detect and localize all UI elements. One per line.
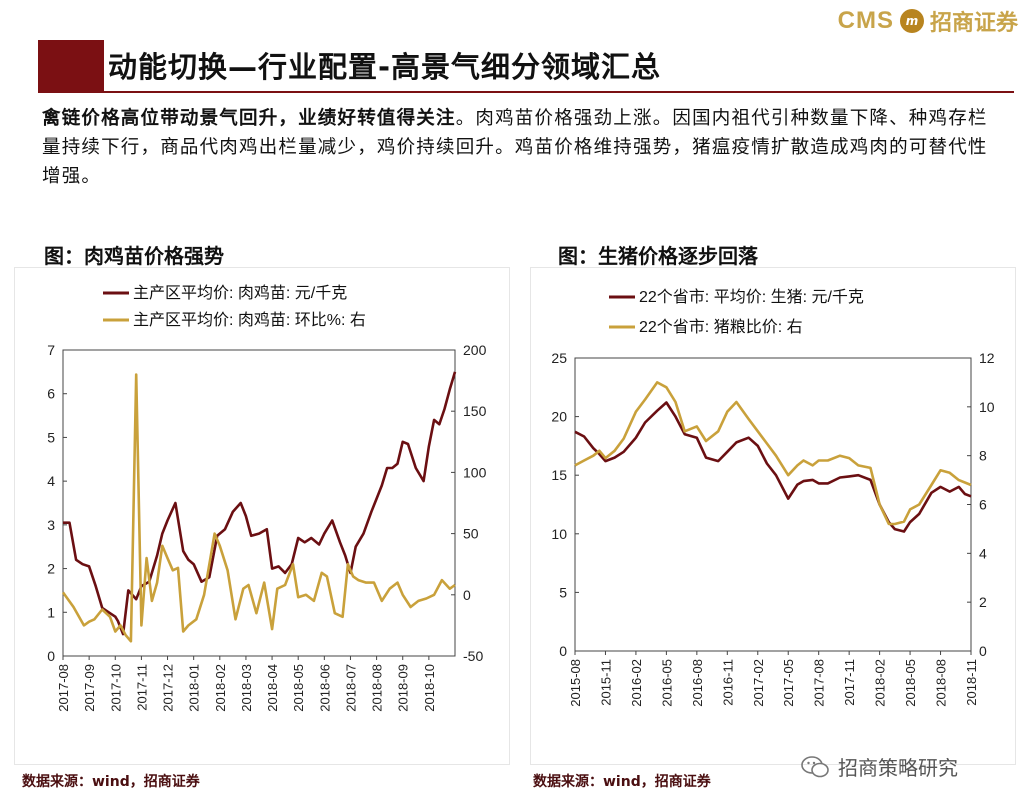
x-tick-label: 2018-09 (396, 664, 411, 712)
y-tick-label: 4 (47, 473, 55, 489)
page-title: 动能切换—行业配置-高景气细分领域汇总 (108, 50, 662, 84)
legend-label: 22个省市: 平均价: 生猪: 元/千克 (639, 288, 864, 306)
x-tick-label: 2016-11 (720, 659, 735, 706)
series-line-primary (63, 371, 457, 636)
logo-mark-icon: m (899, 9, 924, 33)
y-tick-label: 5 (47, 429, 55, 445)
y2-tick-label: 150 (463, 403, 487, 419)
x-tick-label: 2017-08 (56, 664, 71, 712)
y-tick-label: 5 (559, 584, 567, 600)
y-tick-label: 10 (551, 526, 567, 542)
y2-tick-label: 0 (463, 587, 471, 603)
plot-frame (62, 349, 456, 657)
y-tick-label: 3 (47, 517, 55, 533)
y-tick-label: 0 (47, 648, 55, 664)
x-tick-label: 2018-05 (903, 659, 918, 707)
y2-tick-label: 0 (979, 643, 987, 659)
y-tick-label: 20 (551, 409, 567, 425)
right-figure-title: 图：生猪价格逐步回落 (558, 244, 758, 268)
x-tick-label: 2015-11 (598, 659, 613, 706)
y2-tick-label: -50 (463, 648, 483, 664)
y-tick-label: 0 (559, 643, 567, 659)
summary-lead: 禽链价格高位带动景气回升，业绩好转值得关注 (42, 108, 456, 129)
x-tick-label: 2018-06 (317, 664, 332, 712)
x-tick-label: 2018-10 (422, 664, 437, 712)
watermark-text: 招商策略研究 (838, 756, 958, 780)
x-tick-label: 2018-03 (239, 664, 254, 712)
x-tick-label: 2016-08 (690, 659, 705, 707)
series-line-secondary (574, 381, 972, 526)
y2-tick-label: 2 (979, 594, 987, 610)
y-tick-label: 6 (47, 386, 55, 402)
left-chart-panel: 0 1 2 3 4 5 6 7 -50 0 50 100 150 200 2017-08 2017-09 201… (14, 267, 510, 765)
legend-label: 主产区平均价: 肉鸡苗: 元/千克 (133, 284, 347, 302)
right-data-source: 数据来源：wind，招商证券 (533, 774, 711, 790)
x-tick-label: 2018-08 (370, 664, 385, 712)
x-tick-label: 2017-11 (842, 659, 857, 706)
x-tick-label: 2016-02 (629, 659, 644, 707)
x-tick-label: 2017-02 (751, 659, 766, 707)
x-tick-label: 2015-08 (568, 659, 583, 707)
x-tick-label: 2017-10 (108, 664, 123, 712)
x-tick-label: 2018-05 (291, 664, 306, 712)
y2-tick-label: 200 (463, 342, 487, 358)
x-tick-label: 2017-12 (161, 664, 176, 712)
y2-tick-label: 4 (979, 545, 987, 561)
title-underline (38, 91, 1014, 93)
y2-tick-label: 6 (979, 497, 987, 513)
y2-tick-label: 12 (979, 350, 995, 366)
brand-logo: CMS m 招商证券 (838, 6, 1018, 36)
summary-paragraph: 禽链价格高位带动景气回升，业绩好转值得关注。肉鸡苗价格强劲上涨。因国内祖代引种数… (42, 104, 992, 191)
x-tick-label: 2017-09 (82, 664, 97, 712)
summary-body: 。肉鸡苗价格强劲上涨。因国内祖代引种数量下降、种鸡存栏量持续下行，商品代肉鸡出栏… (42, 108, 988, 187)
y-tick-label: 15 (551, 467, 567, 483)
y2-tick-label: 8 (979, 448, 987, 464)
x-tick-label: 2017-11 (134, 664, 149, 711)
y-tick-label: 2 (47, 561, 55, 577)
right-chart-panel: 0 5 10 15 20 25 0 2 4 6 8 10 12 2015-08 2015-11 2016-02… (530, 267, 1016, 765)
watermark: 招商策略研究 (800, 752, 958, 781)
left-data-source: 数据来源：wind，招商证券 (22, 774, 200, 790)
x-tick-label: 2017-05 (781, 659, 796, 707)
series-line-primary (574, 401, 972, 533)
x-tick-label: 2018-02 (213, 664, 228, 712)
y2-tick-label: 10 (979, 399, 995, 415)
x-tick-label: 2018-04 (265, 664, 280, 712)
logo-chinese-text: 招商证券 (929, 11, 1018, 36)
legend-label: 22个省市: 猪粮比价: 右 (639, 318, 803, 336)
legend-label: 主产区平均价: 肉鸡苗: 环比%: 右 (133, 311, 366, 329)
x-tick-label: 2018-08 (934, 659, 949, 707)
series-line-secondary (61, 373, 456, 643)
title-accent-block (38, 40, 104, 92)
y2-tick-label: 100 (463, 464, 487, 480)
y-tick-label: 25 (551, 350, 567, 366)
y-tick-label: 7 (47, 342, 55, 358)
y2-tick-label: 50 (463, 526, 479, 542)
x-tick-label: 2016-05 (659, 659, 674, 707)
x-tick-label: 2018-11 (964, 659, 979, 706)
wechat-icon (801, 755, 829, 777)
logo-text: CMS (837, 7, 894, 34)
x-tick-label: 2018-01 (187, 664, 202, 712)
x-tick-label: 2018-02 (873, 659, 888, 707)
y-tick-label: 1 (47, 604, 55, 620)
x-tick-label: 2017-08 (812, 659, 827, 707)
plot-frame (574, 357, 972, 652)
right-chart: 0 5 10 15 20 25 0 2 4 6 8 10 12 2015-08 2015-11 2016-02… (551, 288, 995, 707)
x-tick-label: 2018-07 (343, 664, 358, 712)
left-chart: 0 1 2 3 4 5 6 7 -50 0 50 100 150 200 2017-08 2017-09 201… (47, 284, 487, 712)
left-figure-title: 图：肉鸡苗价格强势 (44, 244, 224, 268)
